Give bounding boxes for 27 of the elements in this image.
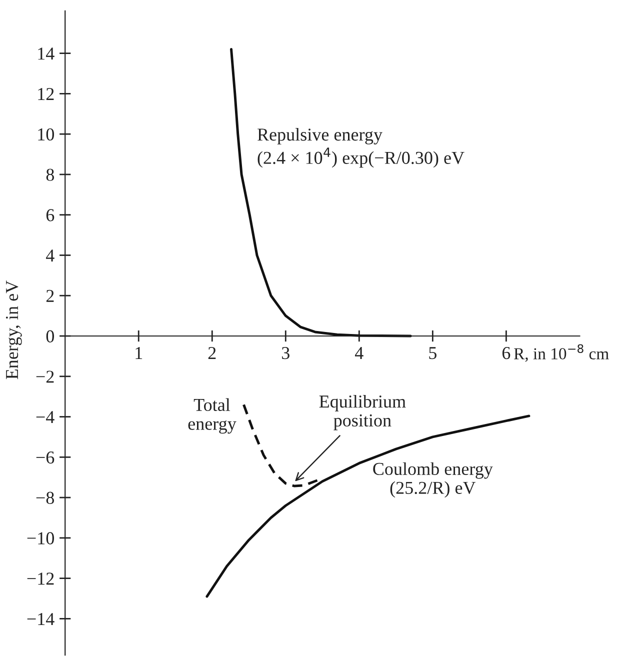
x-tick-label: 6	[502, 346, 510, 360]
x-tick-label: 3	[282, 346, 290, 360]
annotation: Equilibrium position	[319, 394, 406, 430]
x-tick-label: 2	[208, 346, 216, 359]
y-tick-label: 8	[46, 168, 54, 181]
y-tick-label: 14	[38, 48, 54, 60]
x-tick-label: 4	[354, 347, 364, 359]
x-axis-title: R, in 10$^{−8}$ cm	[514, 344, 609, 362]
y-tick-label: −6	[36, 451, 54, 464]
annotation: Coulomb energy (25.2/R) eV	[373, 462, 493, 498]
y-tick-label: −4	[36, 411, 54, 424]
y-tick-label: −2	[36, 370, 54, 383]
y-tick-label: −14	[27, 613, 54, 625]
y-axis-title: Energy, in eV	[6, 280, 22, 380]
y-tick-label: −12	[27, 572, 54, 585]
x-tick-label: 5	[429, 347, 436, 360]
y-tick-label: −10	[27, 532, 54, 544]
y-tick-label: 4	[46, 250, 54, 262]
y-tick-label: 10	[38, 128, 54, 141]
y-tick-label: 2	[46, 290, 54, 302]
annotation: Total energy	[188, 398, 236, 434]
y-tick-label: 6	[46, 209, 54, 222]
y-tick-label: 0	[46, 330, 54, 342]
y-tick-label: −8	[36, 492, 54, 504]
annotation: Repulsive energy (2.4 × 10$^{4}$) exp(−R/0.30) eV	[257, 128, 464, 168]
y-tick-label: 12	[38, 88, 54, 100]
x-tick-label: 1	[136, 347, 142, 359]
